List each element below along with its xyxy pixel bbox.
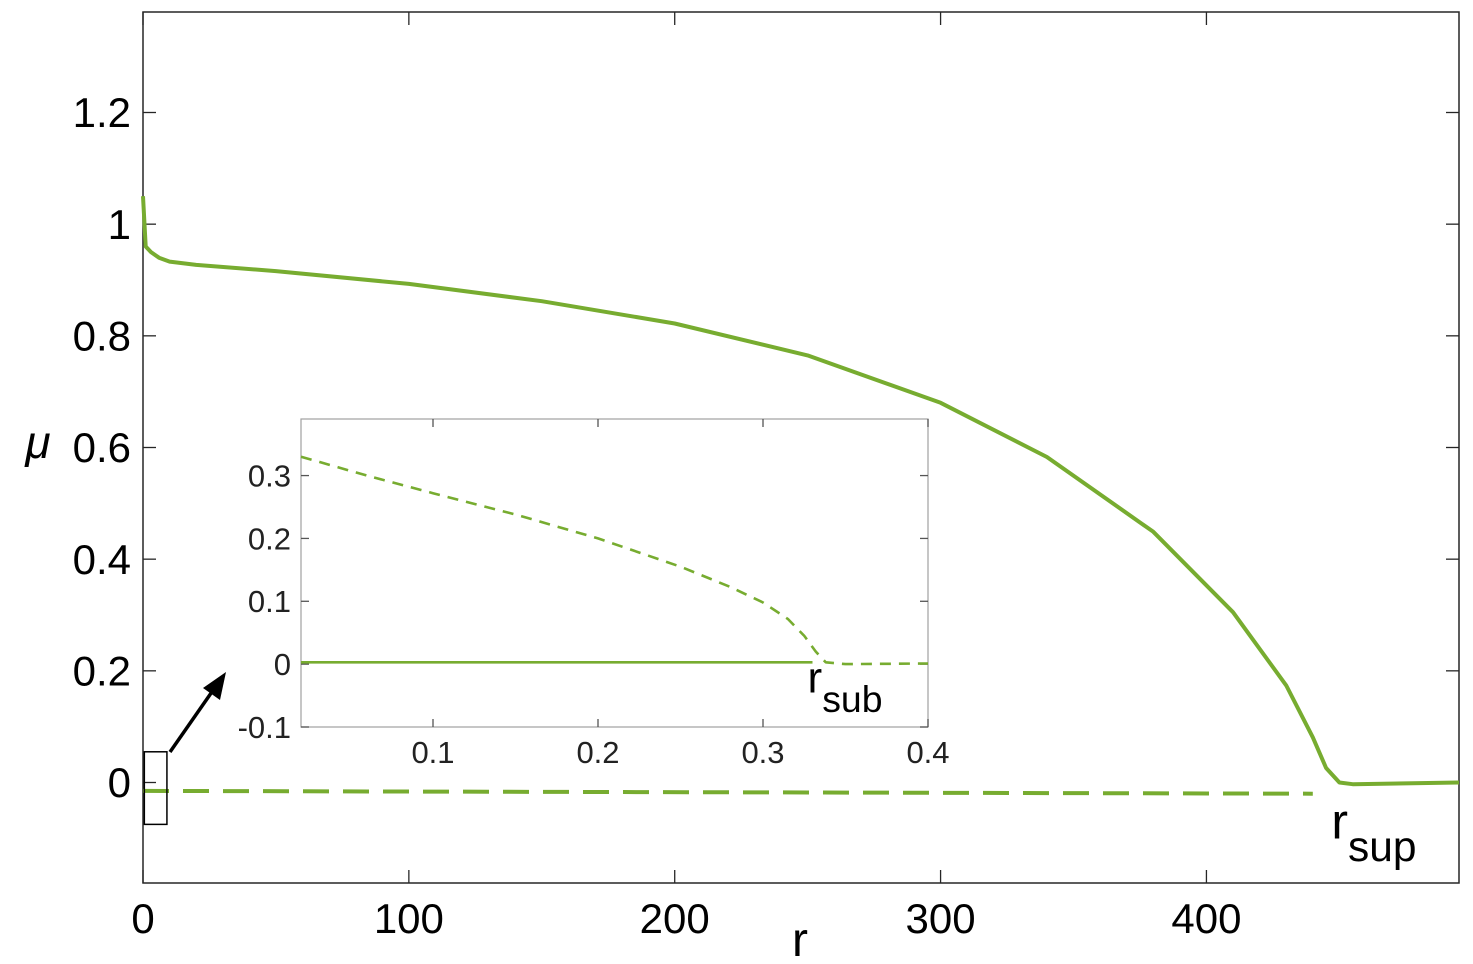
inset-y-tick-label: 0 bbox=[274, 647, 291, 682]
inset-plot-frame bbox=[300, 418, 929, 728]
main-x-tick-label: 100 bbox=[374, 895, 444, 942]
main-x-tick-label: 400 bbox=[1171, 895, 1241, 942]
inset-y-tick-label: 0.2 bbox=[248, 521, 291, 556]
x-axis-label: r bbox=[792, 914, 808, 964]
main-y-tick-label: 0.2 bbox=[73, 648, 131, 695]
inset-ticks: 0.1 0.2 0.3 0.4 -0.1 0 0.1 0.2 0.3 bbox=[238, 419, 950, 770]
inset-series bbox=[300, 455, 929, 666]
main-y-tick-label: 0.8 bbox=[73, 313, 131, 360]
zoom-arrow bbox=[168, 672, 226, 754]
main-x-tick-label: 0 bbox=[131, 895, 154, 942]
main-x-tick-label: 200 bbox=[640, 895, 710, 942]
main-annotations: rsup bbox=[1331, 793, 1416, 871]
inset-x-tick-label: 0.3 bbox=[741, 735, 784, 770]
main-x-tick-label: 300 bbox=[906, 895, 976, 942]
inset-annotation-r-sub: rsub bbox=[808, 653, 883, 720]
y-axis-label: μ bbox=[24, 416, 50, 468]
main-series-dashed-line bbox=[142, 788, 1313, 796]
zoom-box bbox=[143, 751, 168, 826]
main-y-tick-label: 1 bbox=[108, 201, 131, 248]
inset-y-tick-label: 0.1 bbox=[248, 584, 291, 619]
main-y-tick-label: 0.6 bbox=[73, 424, 131, 471]
inset-plot: 0.1 0.2 0.3 0.4 -0.1 0 0.1 0.2 0.3 rsub bbox=[238, 418, 950, 770]
inset-x-tick-label: 0.2 bbox=[576, 735, 619, 770]
inset-annotations: rsub bbox=[808, 653, 883, 720]
inset-x-tick-label: 0.1 bbox=[411, 735, 454, 770]
inset-y-tick-label: 0.3 bbox=[248, 458, 291, 493]
main-annotation-r-sup: rsup bbox=[1331, 793, 1416, 871]
main-y-tick-label: 1.2 bbox=[73, 89, 131, 136]
inset-y-tick-label: -0.1 bbox=[238, 710, 291, 745]
main-y-tick-label: 0.4 bbox=[73, 536, 131, 583]
inset-series-dashed-line bbox=[300, 455, 929, 666]
inset-x-tick-label: 0.4 bbox=[906, 735, 949, 770]
main-series-solid-line bbox=[141, 196, 1460, 787]
main-y-tick-label: 0 bbox=[108, 759, 131, 806]
main-ticks: 0 100 200 300 400 0 0.2 0.4 0.6 0.8 1 1.2 bbox=[73, 12, 1459, 942]
main-series bbox=[141, 196, 1460, 796]
